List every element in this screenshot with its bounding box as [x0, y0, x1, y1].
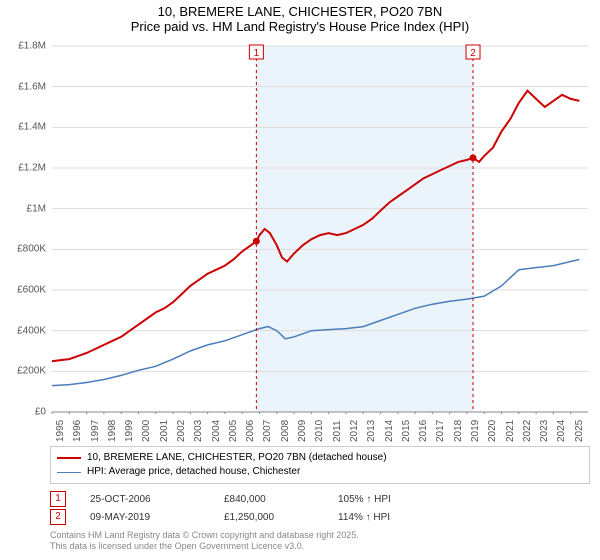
- svg-text:2: 2: [470, 48, 476, 59]
- x-tick-label: 1997: [90, 420, 101, 442]
- y-tick-label: £400K: [2, 325, 46, 336]
- x-tick-label: 2008: [280, 420, 291, 442]
- marker-price: £840,000: [224, 494, 314, 505]
- x-tick-label: 2022: [522, 420, 533, 442]
- x-tick-label: 2012: [349, 420, 360, 442]
- license-line1: Contains HM Land Registry data © Crown c…: [50, 530, 359, 541]
- markers-table: 1 25-OCT-2006 £840,000 105% ↑ HPI 2 09-M…: [50, 490, 590, 526]
- x-tick-label: 2019: [470, 420, 481, 442]
- license-line2: This data is licensed under the Open Gov…: [50, 541, 359, 552]
- x-tick-label: 2009: [297, 420, 308, 442]
- marker-price: £1,250,000: [224, 512, 314, 523]
- x-tick-label: 2025: [574, 420, 585, 442]
- title-line1: 10, BREMERE LANE, CHICHESTER, PO20 7BN: [0, 4, 600, 19]
- x-tick-label: 2002: [176, 420, 187, 442]
- marker-row: 1 25-OCT-2006 £840,000 105% ↑ HPI: [50, 490, 590, 508]
- legend-label: 10, BREMERE LANE, CHICHESTER, PO20 7BN (…: [87, 451, 387, 465]
- x-tick-label: 2014: [384, 420, 395, 442]
- marker-date: 09-MAY-2019: [90, 512, 200, 523]
- y-tick-label: £600K: [2, 285, 46, 296]
- x-tick-label: 2006: [245, 420, 256, 442]
- x-tick-label: 2020: [487, 420, 498, 442]
- marker-delta: 114% ↑ HPI: [338, 512, 390, 523]
- marker-date: 25-OCT-2006: [90, 494, 200, 505]
- svg-text:1: 1: [254, 48, 260, 59]
- x-tick-label: 2011: [332, 420, 343, 442]
- x-tick-label: 1996: [72, 420, 83, 442]
- y-tick-label: £0: [2, 407, 46, 418]
- marker-badge: 1: [50, 491, 66, 507]
- x-tick-label: 2013: [366, 420, 377, 442]
- x-tick-label: 2023: [539, 420, 550, 442]
- legend-item: 10, BREMERE LANE, CHICHESTER, PO20 7BN (…: [57, 451, 583, 465]
- y-tick-label: £1.6M: [2, 81, 46, 92]
- x-tick-label: 2003: [193, 420, 204, 442]
- x-tick-label: 2017: [435, 420, 446, 442]
- legend-item: HPI: Average price, detached house, Chic…: [57, 465, 583, 479]
- y-tick-label: £800K: [2, 244, 46, 255]
- x-tick-label: 1999: [124, 420, 135, 442]
- x-tick-label: 1998: [107, 420, 118, 442]
- marker-row: 2 09-MAY-2019 £1,250,000 114% ↑ HPI: [50, 508, 590, 526]
- x-tick-label: 2018: [453, 420, 464, 442]
- price-chart: 12: [50, 44, 590, 414]
- legend-swatch-blue: [57, 472, 81, 473]
- license-text: Contains HM Land Registry data © Crown c…: [50, 530, 359, 552]
- y-tick-label: £1M: [2, 203, 46, 214]
- chart-title: 10, BREMERE LANE, CHICHESTER, PO20 7BN P…: [0, 0, 600, 34]
- legend-label: HPI: Average price, detached house, Chic…: [87, 465, 300, 479]
- x-tick-label: 2015: [401, 420, 412, 442]
- x-tick-label: 2007: [262, 420, 273, 442]
- legend-swatch-red: [57, 457, 81, 459]
- x-tick-label: 1995: [55, 420, 66, 442]
- x-tick-label: 2021: [505, 420, 516, 442]
- marker-badge: 2: [50, 509, 66, 525]
- x-tick-label: 2004: [211, 420, 222, 442]
- x-tick-label: 2010: [314, 420, 325, 442]
- x-tick-label: 2001: [159, 420, 170, 442]
- marker-delta: 105% ↑ HPI: [338, 494, 391, 505]
- title-line2: Price paid vs. HM Land Registry's House …: [0, 19, 600, 34]
- y-tick-label: £1.4M: [2, 122, 46, 133]
- x-tick-label: 2016: [418, 420, 429, 442]
- x-tick-label: 2005: [228, 420, 239, 442]
- x-tick-label: 2024: [556, 420, 567, 442]
- y-tick-label: £1.2M: [2, 163, 46, 174]
- chart-legend: 10, BREMERE LANE, CHICHESTER, PO20 7BN (…: [50, 446, 590, 484]
- x-tick-label: 2000: [141, 420, 152, 442]
- y-tick-label: £200K: [2, 366, 46, 377]
- y-tick-label: £1.8M: [2, 41, 46, 52]
